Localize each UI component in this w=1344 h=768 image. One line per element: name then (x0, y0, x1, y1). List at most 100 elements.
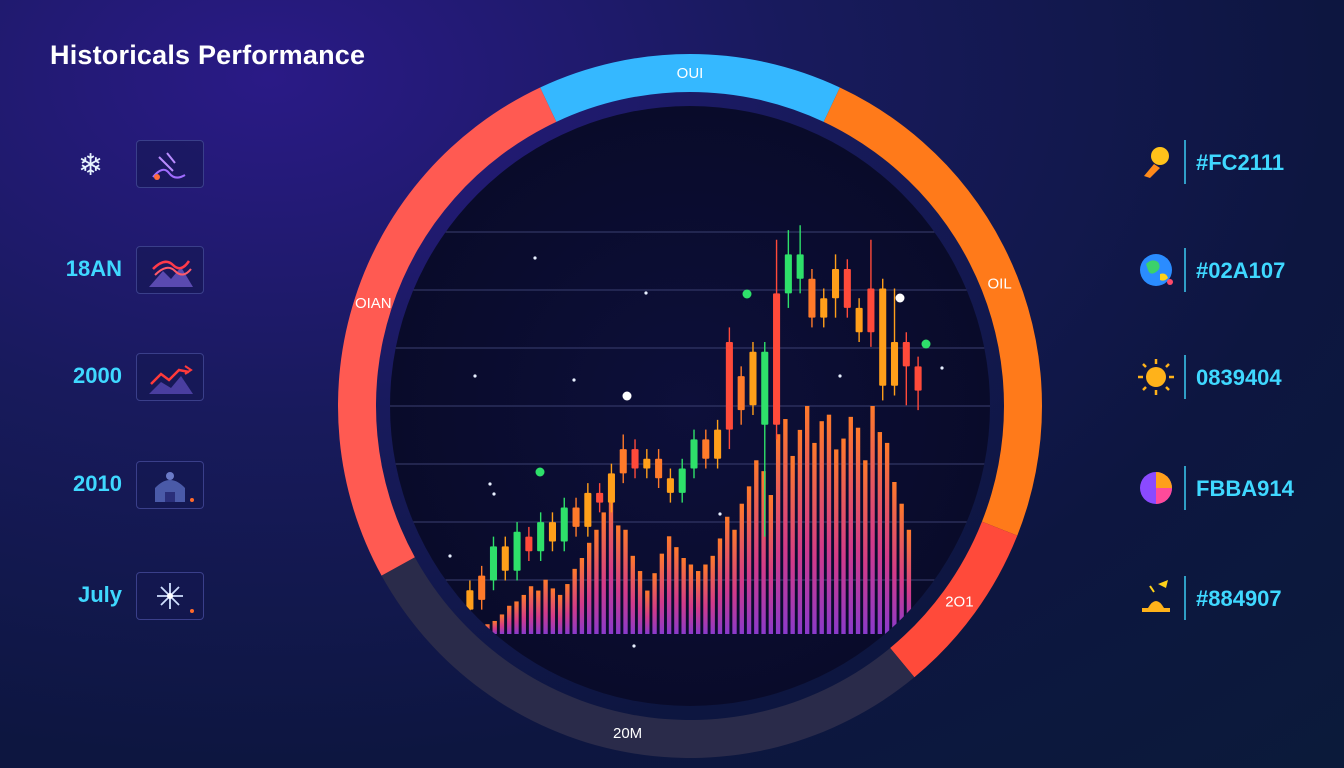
building-icon (136, 461, 204, 509)
candle (737, 366, 745, 425)
mountain-trend-icon (136, 246, 204, 294)
sun-icon (1138, 359, 1174, 395)
legend-item-1[interactable]: #FC2111 (1130, 140, 1330, 190)
volume-bar (732, 529, 737, 634)
volume-bar (703, 564, 708, 634)
candle (902, 332, 910, 406)
volume-bar (834, 449, 839, 634)
candle (525, 526, 533, 561)
volume-bar (499, 614, 505, 634)
candle (643, 449, 651, 479)
candle (596, 483, 604, 513)
page-title: Historicals Performance (50, 40, 366, 70)
candle (725, 327, 733, 450)
volume-bar (601, 512, 606, 634)
volume-bar (783, 419, 788, 634)
left-item-2000[interactable]: 2000 (40, 353, 210, 403)
candle (489, 536, 498, 591)
figure-icon (152, 152, 186, 180)
volume-bar (478, 627, 483, 634)
volume-bar (572, 568, 577, 634)
volume-bar (637, 571, 643, 634)
volume-bar (630, 555, 635, 634)
candle (655, 449, 663, 488)
volume-bar (579, 558, 585, 634)
volume-bar (739, 503, 744, 634)
sparkle (838, 374, 842, 378)
trend-arrow-icon (136, 353, 204, 401)
left-item-2010[interactable]: 2010 (40, 461, 210, 511)
candle (678, 458, 686, 503)
legend-label: FBBA914 (1196, 476, 1294, 501)
legend-item-3[interactable]: 0839404 (1130, 355, 1330, 405)
highlight-dot (742, 289, 752, 299)
candle (761, 342, 769, 537)
volume-bar (536, 590, 541, 634)
volume-bar (870, 406, 875, 634)
sparkle (632, 644, 636, 648)
legend-label: #884907 (1196, 586, 1282, 611)
candle (796, 225, 804, 294)
candle (702, 429, 710, 469)
highlight-dot (921, 339, 931, 349)
legend-item-2[interactable]: #02A107 (1130, 248, 1330, 298)
ring-segment-label: OIL (988, 275, 1012, 292)
highlight-dot (622, 391, 632, 401)
candle (914, 356, 922, 411)
ring-segment (381, 557, 915, 758)
candle (808, 269, 816, 328)
globe-icon (1140, 254, 1173, 286)
left-item-snowflake[interactable]: ❄ (40, 140, 210, 190)
divider (1184, 248, 1186, 292)
divider (1184, 355, 1186, 399)
volume-bar (492, 620, 497, 634)
candle (843, 259, 851, 318)
volume-bar (812, 442, 817, 634)
ring-segment-label: OIAN (355, 295, 392, 312)
candle (749, 342, 757, 415)
divider (1184, 466, 1186, 510)
ring-segment (890, 521, 1018, 678)
sparkles (448, 256, 944, 648)
volume-bar (768, 495, 774, 634)
legend-label: #02A107 (1196, 258, 1286, 283)
volume-bar (746, 486, 752, 634)
volume-bars (478, 406, 912, 634)
divider (1184, 576, 1186, 620)
pie-icon (1140, 472, 1172, 504)
candle (607, 463, 615, 513)
left-item-july[interactable]: July (40, 572, 210, 622)
candle (572, 497, 580, 537)
volume-bar (805, 406, 810, 634)
candle (501, 536, 509, 581)
volume-bar (587, 542, 592, 634)
volume-bar (550, 588, 556, 634)
ring-segment-label: OUI (677, 65, 704, 82)
legend-item-4[interactable]: FBBA914 (1130, 466, 1330, 516)
volume-bar (754, 460, 759, 634)
legend-item-5[interactable]: #884907 (1130, 576, 1330, 626)
chart-thumbnail (136, 140, 204, 188)
legend-label: 0839404 (1196, 365, 1282, 390)
volume-bar (797, 429, 803, 634)
sparkle-icon (136, 572, 204, 620)
sparkle (572, 378, 576, 382)
legend-label: #FC2111 (1196, 150, 1285, 175)
volume-bar (826, 414, 832, 634)
candle (690, 429, 698, 479)
volume-bar (674, 547, 679, 634)
ring-segment-label: 20M (613, 725, 642, 742)
left-item-18an[interactable]: 18AN (40, 246, 210, 296)
volume-bar (863, 460, 868, 634)
volume-bar (645, 590, 650, 634)
candle (855, 298, 863, 342)
candlesticks (466, 225, 922, 620)
volume-bar (899, 503, 904, 634)
candle (584, 483, 592, 537)
snowflake-icon: ❄ (78, 149, 104, 182)
volume-bar (717, 538, 723, 634)
candle (631, 439, 639, 479)
candle (867, 239, 875, 347)
volume-bar (790, 455, 795, 634)
sparkle (448, 554, 452, 558)
